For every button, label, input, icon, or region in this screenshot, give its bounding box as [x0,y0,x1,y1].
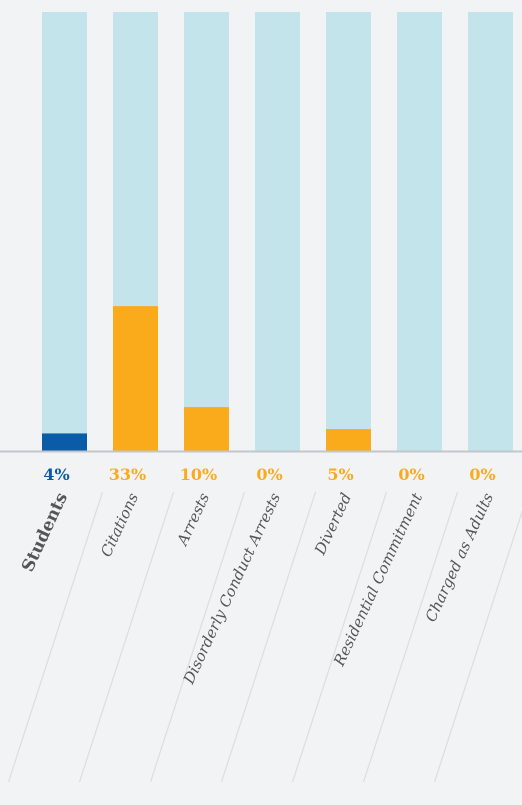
category-label: Students [18,490,72,575]
value-label: 0% [469,465,495,484]
category-label: Arrests [173,490,214,550]
value-label: 33% [109,465,146,484]
bar [184,407,229,451]
value-label: 10% [180,465,217,484]
separator [78,491,175,783]
bar-track [255,12,300,451]
separator [7,491,104,783]
separator [433,510,522,783]
separator [291,491,388,783]
bar [326,429,371,451]
value-label: 5% [327,465,353,484]
category-label: Citations [97,490,142,560]
category-label: Diverted [311,490,356,558]
separator [220,491,317,783]
bar-track [326,12,371,451]
value-label: 0% [256,465,282,484]
separator [362,491,459,783]
bar-track [468,12,513,451]
bar-track [184,12,229,451]
bar-track [42,12,87,451]
bar [42,433,87,451]
separator [149,491,246,783]
value-label: 4% [43,465,69,484]
bar [113,306,158,451]
bar-track [397,12,442,451]
category-label: Charged as Adults [422,490,498,625]
value-label: 0% [398,465,424,484]
